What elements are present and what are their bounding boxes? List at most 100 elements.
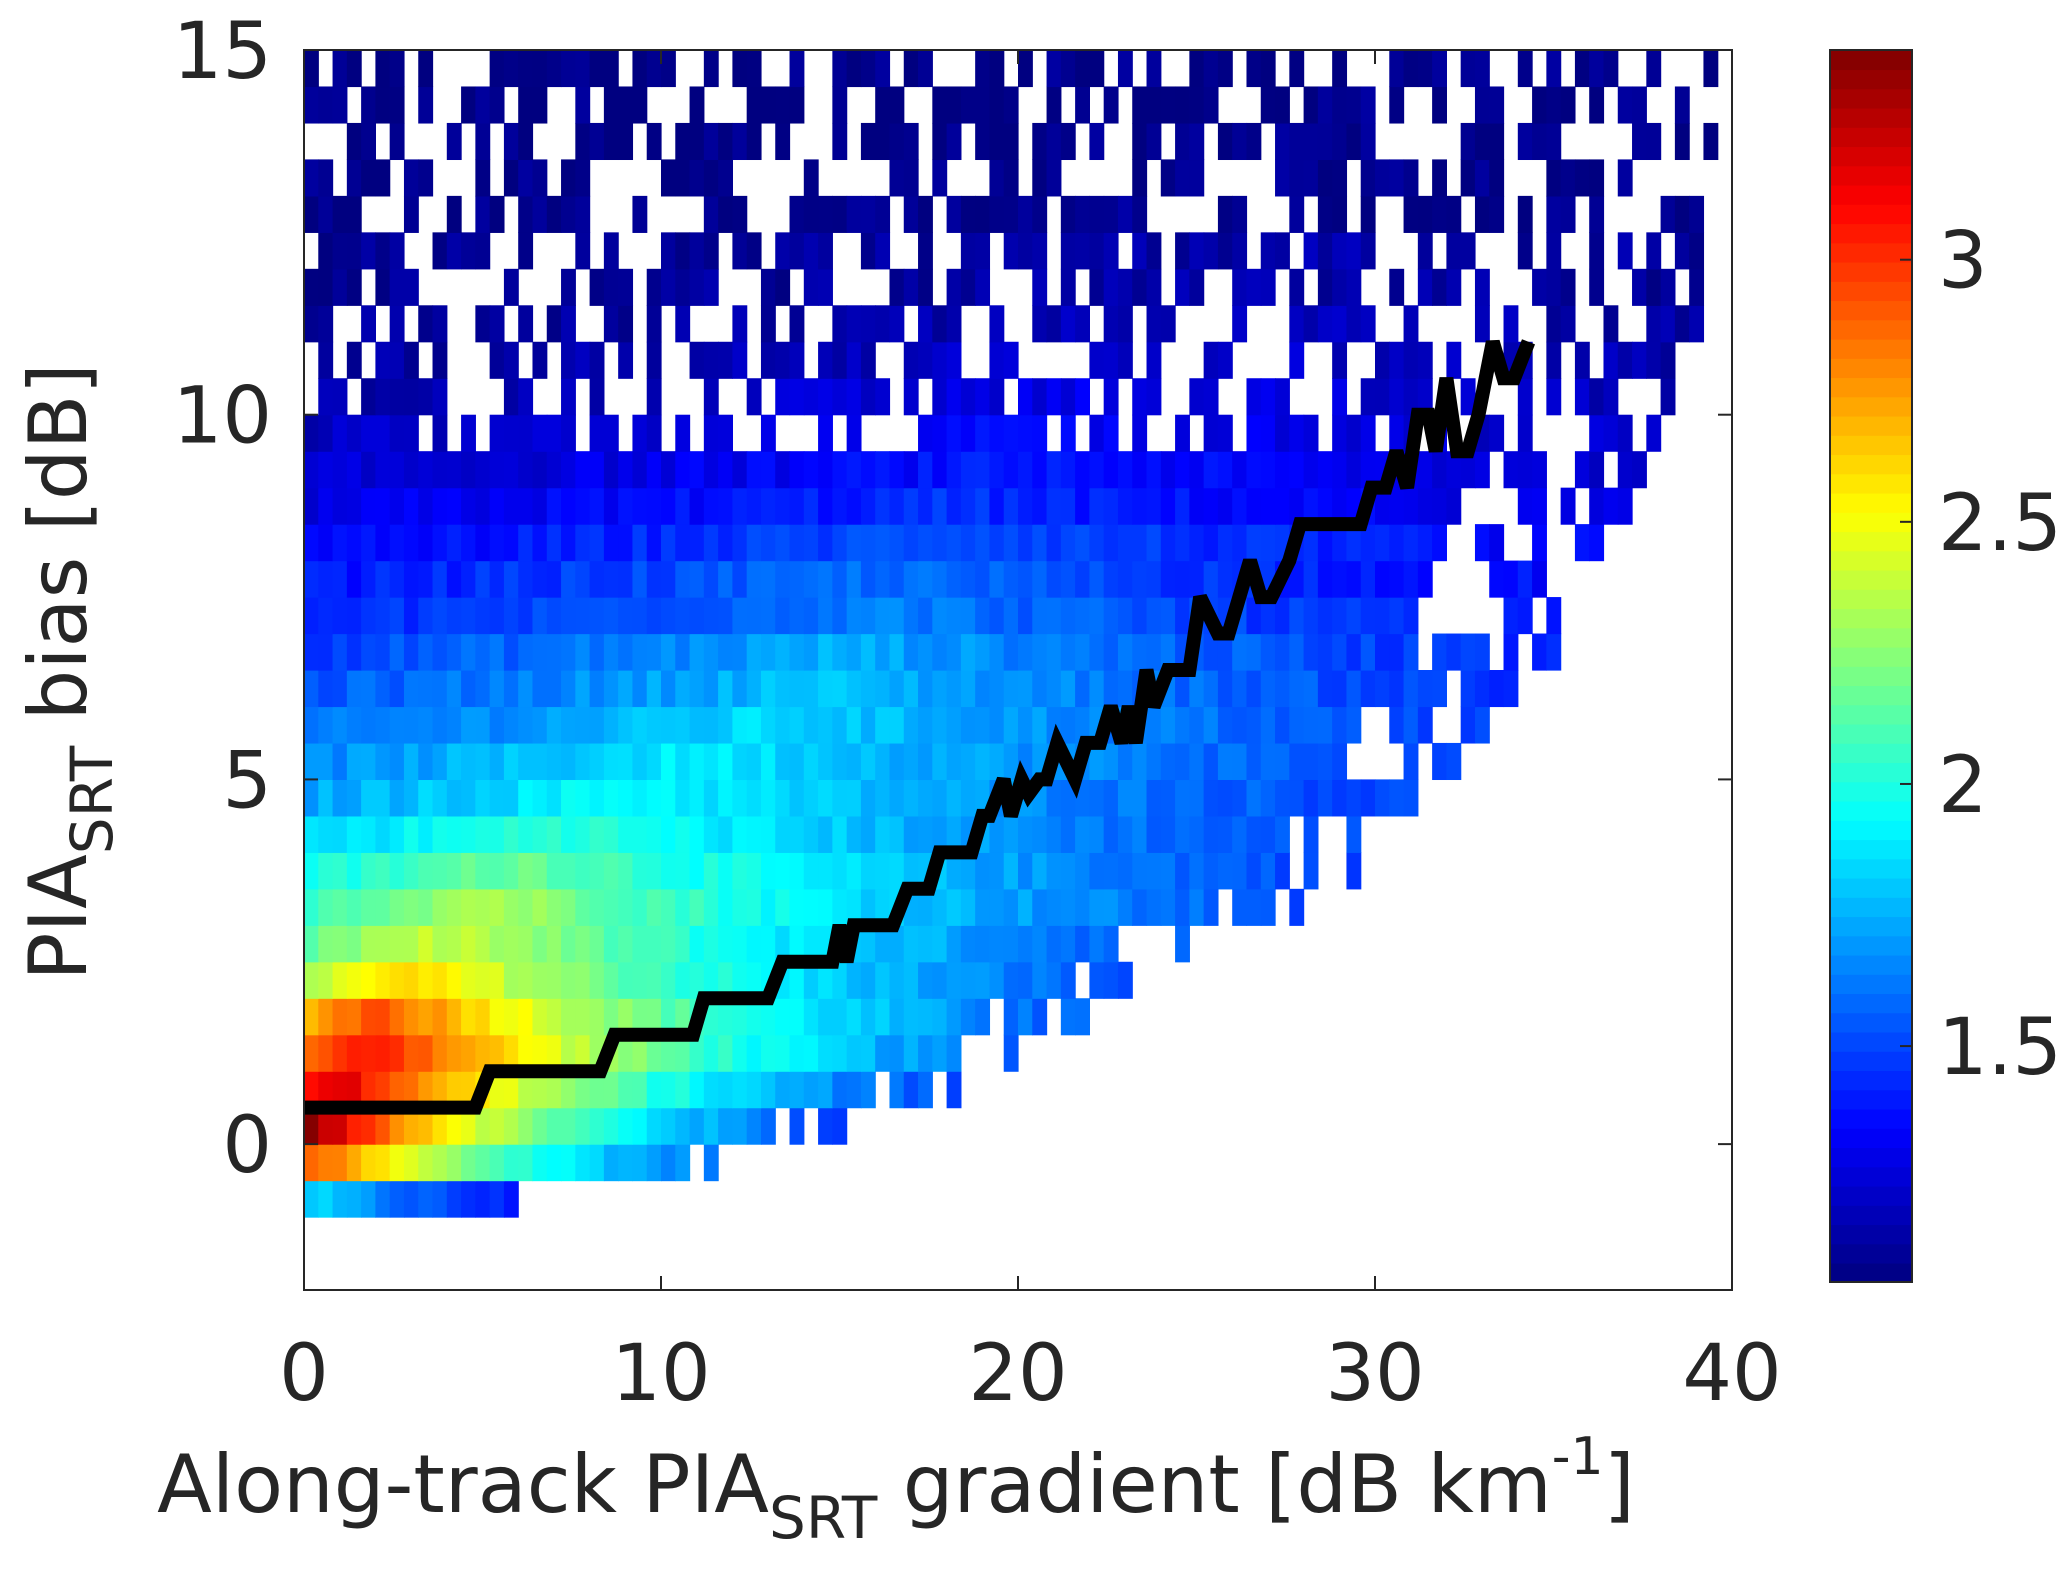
heatmap-cell xyxy=(689,925,705,963)
heatmap-cell xyxy=(418,1034,434,1072)
heatmap-cell xyxy=(689,122,705,161)
colorbar-swatch xyxy=(1830,1262,1912,1283)
heatmap-cell xyxy=(503,742,519,781)
heatmap-cell xyxy=(889,1034,905,1072)
heatmap-cell xyxy=(1289,742,1305,781)
heatmap-cell xyxy=(632,560,648,598)
heatmap-cell xyxy=(918,742,933,781)
heatmap-cell xyxy=(603,961,619,999)
colorbar-swatch xyxy=(1830,223,1912,244)
heatmap-cell xyxy=(418,378,434,416)
heatmap-cell xyxy=(1232,268,1248,306)
heatmap-cell xyxy=(1046,815,1062,853)
heatmap-cell xyxy=(1332,414,1348,452)
colorbar-swatch xyxy=(1830,473,1912,494)
heatmap-cell xyxy=(318,1107,334,1145)
heatmap-cell xyxy=(889,925,905,963)
heatmap-cell xyxy=(389,961,405,999)
heatmap-cell xyxy=(618,961,634,999)
heatmap-cell xyxy=(646,1071,662,1109)
heatmap-cell xyxy=(689,86,705,124)
heatmap-cell xyxy=(1018,925,1033,963)
heatmap-cell xyxy=(903,1071,919,1109)
heatmap-cell xyxy=(775,560,791,598)
heatmap-cell xyxy=(489,414,505,452)
heatmap-cell xyxy=(1317,122,1333,161)
heatmap-cell xyxy=(889,633,905,671)
heatmap-cell xyxy=(832,50,848,88)
heatmap-cell xyxy=(1432,268,1447,306)
heatmap-cell xyxy=(661,597,676,635)
heatmap-cell xyxy=(1018,195,1033,233)
heatmap-cell xyxy=(461,232,476,270)
heatmap-cell xyxy=(1460,378,1476,416)
heatmap-cell xyxy=(589,50,605,88)
heatmap-cell xyxy=(1103,268,1119,306)
heatmap-cell xyxy=(561,305,576,343)
heatmap-cell xyxy=(418,1180,434,1218)
heatmap-cell xyxy=(532,341,548,379)
heatmap-cell xyxy=(589,961,605,999)
heatmap-cell xyxy=(960,670,976,708)
heatmap-cell xyxy=(1160,451,1176,489)
heatmap-cell xyxy=(1346,670,1362,708)
heatmap-cell xyxy=(1089,961,1105,999)
heatmap-cell xyxy=(1317,487,1333,525)
heatmap-cell xyxy=(318,852,334,890)
heatmap-cell xyxy=(1189,378,1205,416)
heatmap-cell xyxy=(318,670,334,708)
heatmap-cell xyxy=(546,888,562,926)
heatmap-cell xyxy=(1003,341,1019,379)
heatmap-cell xyxy=(832,1107,848,1145)
heatmap-cell xyxy=(561,451,576,489)
heatmap-cell xyxy=(1060,122,1076,161)
heatmap-cell xyxy=(1474,50,1490,88)
heatmap-cell xyxy=(1260,779,1276,817)
heatmap-cell xyxy=(1160,888,1176,926)
heatmap-cell xyxy=(1217,852,1233,890)
heatmap-cell xyxy=(375,524,391,562)
heatmap-cell xyxy=(1032,268,1048,306)
heatmap-cell xyxy=(703,670,719,708)
heatmap-cell xyxy=(1132,414,1148,452)
heatmap-cell xyxy=(760,86,776,124)
heatmap-cell xyxy=(818,706,833,744)
heatmap-cell xyxy=(1432,633,1447,671)
heatmap-cell xyxy=(1232,633,1248,671)
heatmap-cell xyxy=(803,1034,819,1072)
colorbar-swatch xyxy=(1830,165,1912,186)
heatmap-cell xyxy=(803,1071,819,1109)
heatmap-cell xyxy=(860,1071,876,1109)
heatmap-cell xyxy=(903,122,919,161)
heatmap-cell xyxy=(803,888,819,926)
heatmap-cell xyxy=(1360,451,1376,489)
heatmap-cell xyxy=(689,779,705,817)
heatmap-cell xyxy=(889,815,905,853)
heatmap-cell xyxy=(661,524,676,562)
heatmap-cell xyxy=(746,524,762,562)
heatmap-cell xyxy=(789,815,805,853)
heatmap-cell xyxy=(703,1071,719,1109)
heatmap-cell xyxy=(1589,86,1605,124)
heatmap-cell xyxy=(860,706,876,744)
heatmap-cell xyxy=(1546,232,1562,270)
heatmap-cell xyxy=(618,597,634,635)
heatmap-cell xyxy=(803,524,819,562)
heatmap-cell xyxy=(1589,50,1605,88)
heatmap-cell xyxy=(789,341,805,379)
heatmap-cell xyxy=(646,742,662,781)
colorbar-swatch xyxy=(1830,184,1912,205)
heatmap-cell xyxy=(432,487,448,525)
heatmap-cell xyxy=(661,852,676,890)
heatmap-cell xyxy=(446,998,462,1036)
heatmap-cell xyxy=(1203,670,1219,708)
x-tick-label: 30 xyxy=(1325,1329,1424,1419)
heatmap-cell xyxy=(1089,815,1105,853)
heatmap-cell xyxy=(1289,195,1305,233)
heatmap-cell xyxy=(818,341,833,379)
heatmap-cell xyxy=(1160,305,1176,343)
colorbar-swatch xyxy=(1830,627,1912,648)
heatmap-cell xyxy=(375,159,391,197)
heatmap-cell xyxy=(1003,487,1019,525)
heatmap-cell xyxy=(789,597,805,635)
